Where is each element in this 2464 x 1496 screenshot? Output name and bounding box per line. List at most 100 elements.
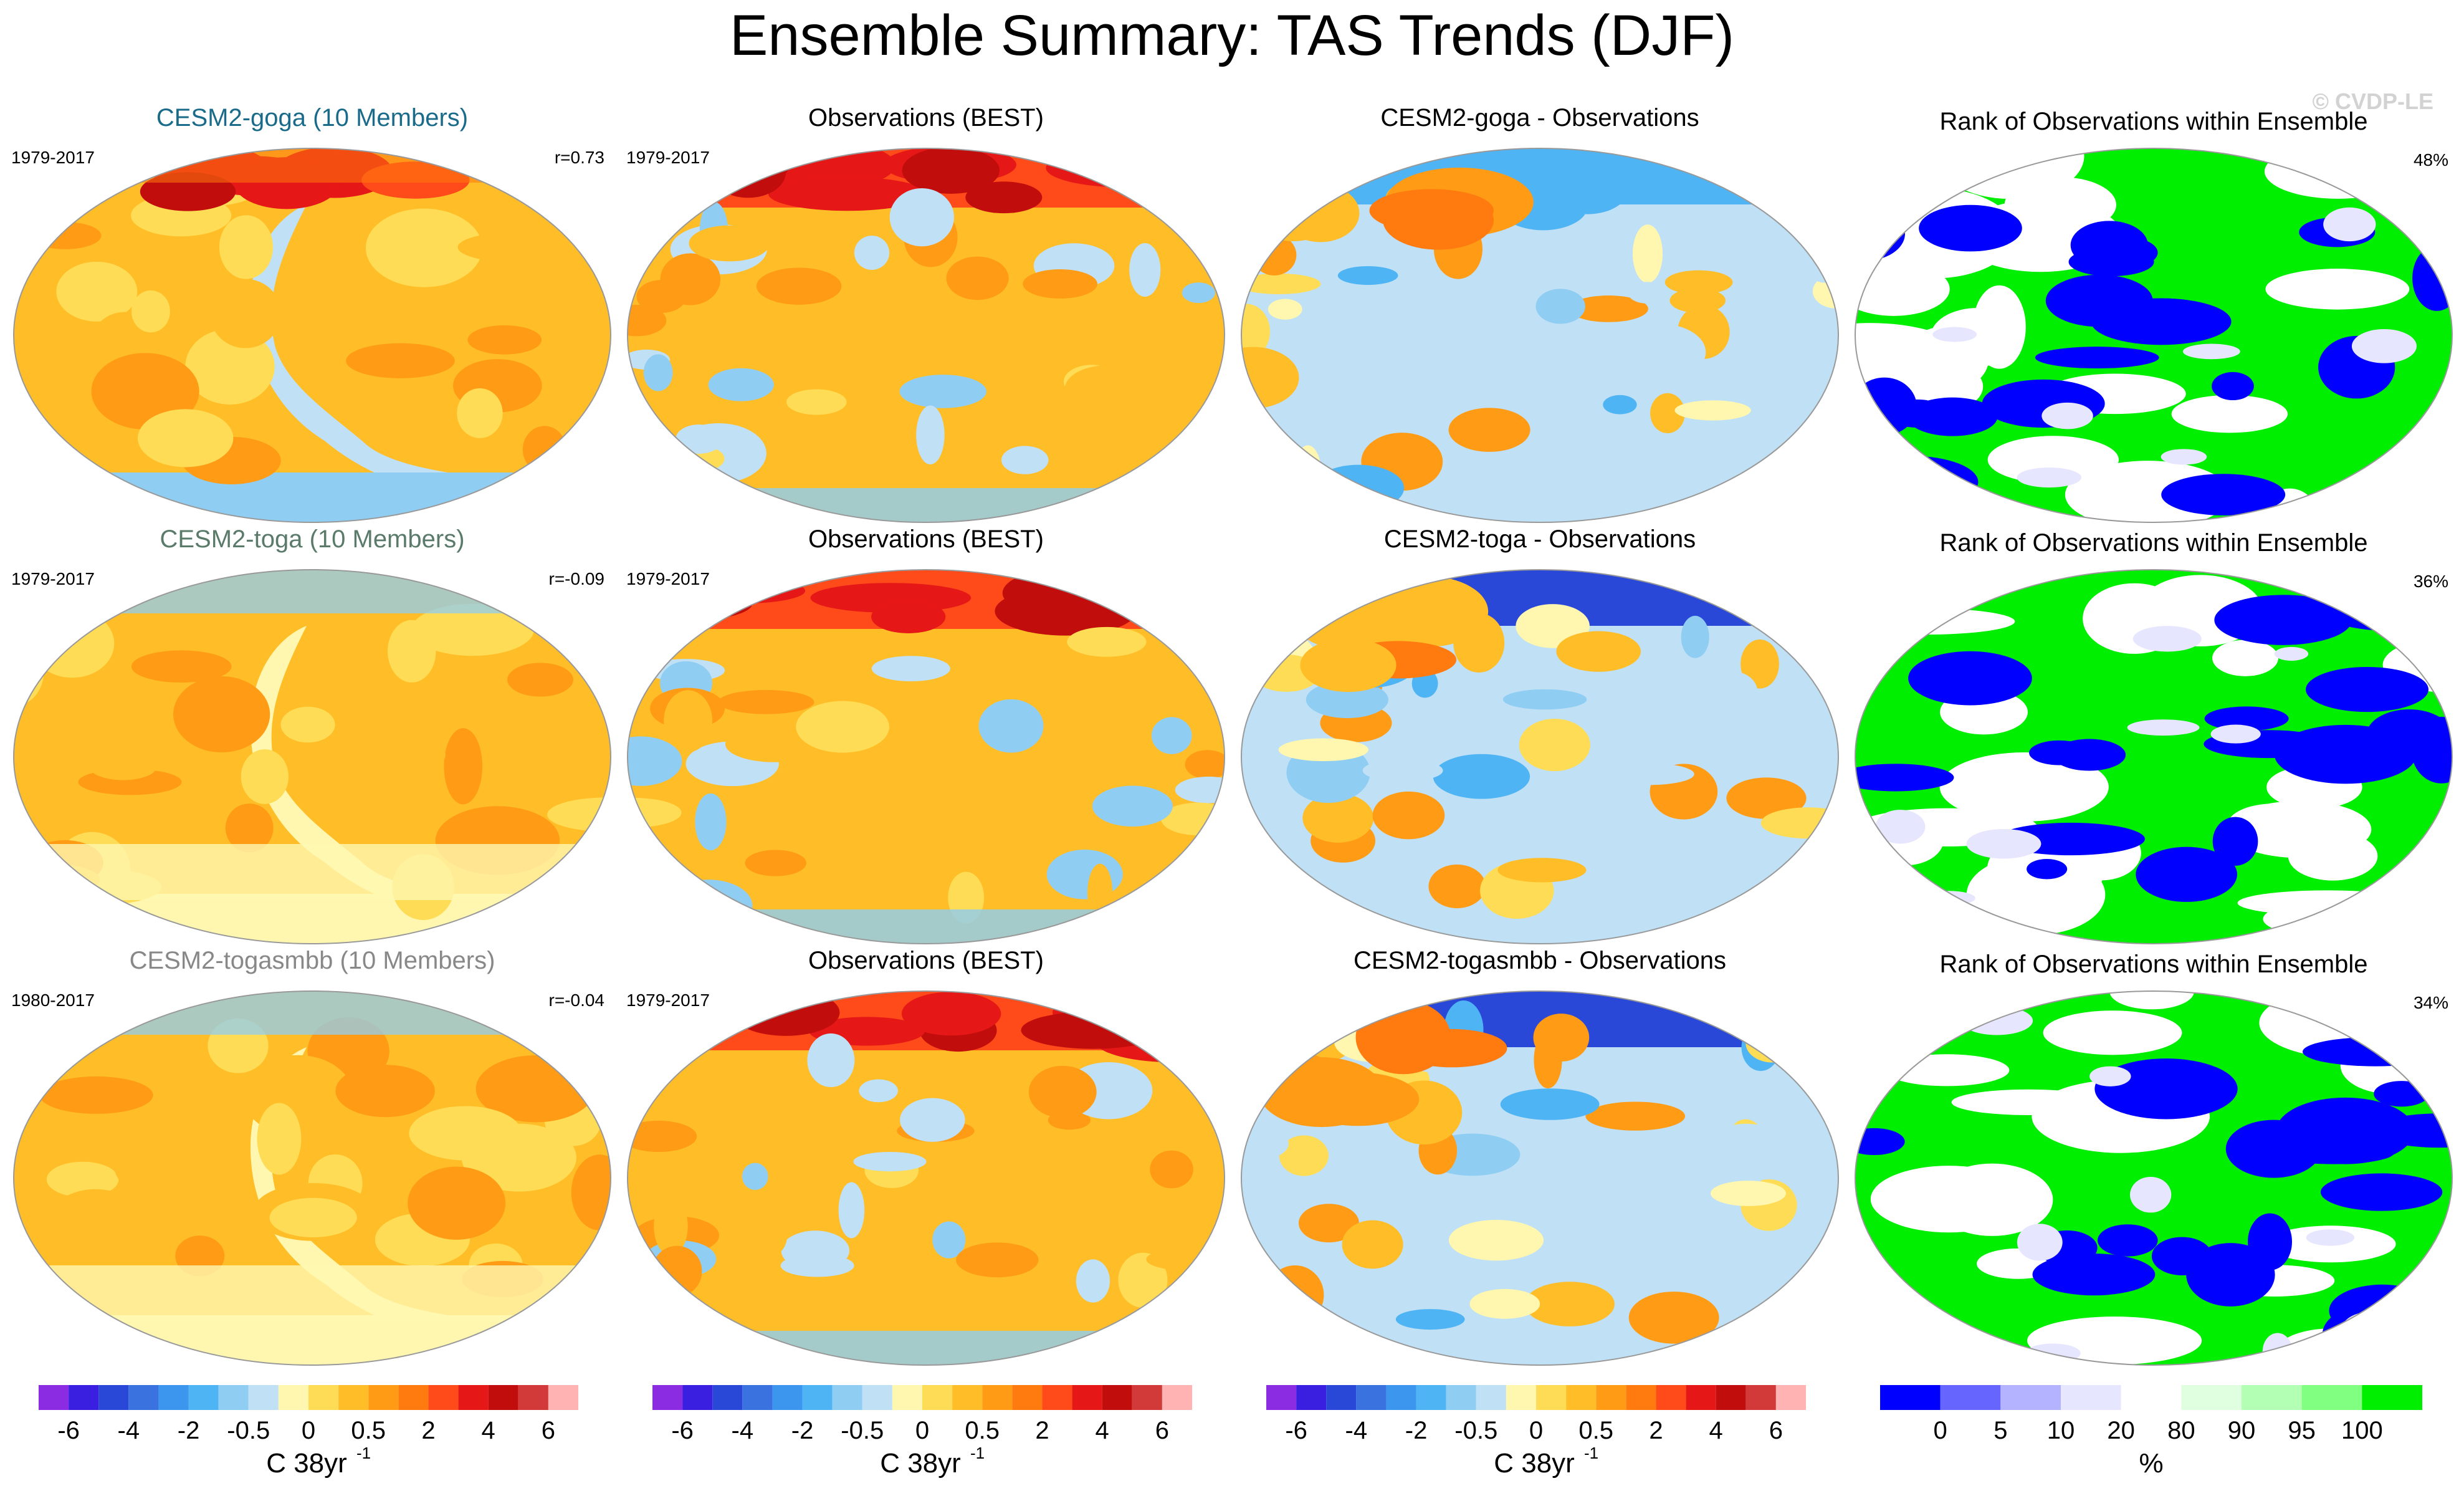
obs-patch	[664, 690, 713, 752]
colorbar-tick: -4	[1345, 1417, 1368, 1444]
rank-lavender-patch	[2182, 343, 2240, 360]
colorbar-box	[832, 1385, 862, 1410]
map-outline	[13, 990, 611, 1366]
warm-patch	[46, 1161, 119, 1197]
diff-patch	[1247, 599, 1275, 625]
colorbar-tick: 4	[1709, 1417, 1723, 1444]
diff-patch	[1585, 1101, 1686, 1131]
obs-patch	[628, 1120, 697, 1153]
colorbar-3: -6 -4 -2 -0.5 0 0.5 2 4 6 C 38yr -1	[1266, 1385, 1806, 1479]
diff-patch	[1362, 759, 1443, 782]
warm-patch	[64, 429, 105, 509]
rank-white-patch	[2212, 640, 2279, 676]
diff-patch	[1534, 1031, 1562, 1089]
eurasia-warm-patch	[1383, 191, 1494, 250]
warm-patch	[313, 259, 355, 337]
diff-patch	[1372, 791, 1445, 840]
obs-patch	[871, 656, 950, 682]
rank-white-patch	[1931, 1163, 2053, 1236]
diff-patch	[1669, 288, 1726, 313]
colorbar-tick: 0	[915, 1417, 929, 1444]
diff-patch	[1807, 750, 1836, 810]
colorbar-box	[458, 1385, 489, 1410]
map-outline	[1241, 990, 1839, 1366]
panel-title-rank: Rank of Observations within Ensemble	[1940, 108, 2368, 135]
rank-blue-patch	[2320, 1173, 2443, 1211]
diff-patch	[1266, 1265, 1324, 1325]
colorbar-box	[982, 1385, 1013, 1410]
obs-patch	[654, 1197, 688, 1256]
rank-blue-patch	[2411, 716, 2452, 784]
map-outline	[1855, 990, 2453, 1366]
period-label: 1979-2017	[11, 569, 95, 588]
diff-patch	[1253, 217, 1289, 241]
colorbar-2: -6 -4 -2 -0.5 0 0.5 2 4 6 C 38yr -1	[652, 1385, 1192, 1479]
colorbar-tick: 80	[2167, 1417, 2195, 1444]
panel-title-diff: CESM2-togasmbb - Observations	[1354, 947, 1726, 974]
diff-patch	[1615, 324, 1706, 381]
main-title: Ensemble Summary: TAS Trends (DJF)	[730, 4, 1734, 67]
colorbar-tick: 0.5	[965, 1417, 1000, 1444]
colorbar-box	[548, 1385, 578, 1410]
rank-blue-patch	[2382, 872, 2452, 913]
colorbar-box	[772, 1385, 803, 1410]
map-diff-row1	[1241, 148, 1838, 522]
obs-patch	[932, 1221, 966, 1259]
rank-blue-patch	[1855, 621, 1909, 659]
diff-patch	[1535, 289, 1585, 324]
rank-white-patch	[1939, 752, 2109, 822]
obs-patch	[643, 354, 673, 391]
colorbar-tick: -2	[791, 1417, 814, 1444]
colorbar-box	[1566, 1385, 1597, 1410]
warm-patch	[209, 279, 282, 348]
rank-blue-patch	[2214, 595, 2352, 645]
period-label: 1979-2017	[11, 148, 95, 167]
diff-patch	[1604, 763, 1694, 785]
rank-lavender-patch	[2089, 1066, 2131, 1086]
diff-patch	[1674, 400, 1751, 421]
correlation-label: r=-0.09	[549, 569, 605, 588]
obs-patch	[742, 1163, 768, 1190]
colorbar-tick: -0.5	[227, 1417, 270, 1444]
diff-patch	[1642, 449, 1714, 499]
warm-patch	[56, 261, 138, 322]
obs-patch	[1037, 418, 1071, 455]
arctic-hot-patch	[710, 148, 786, 198]
colorbar-box	[308, 1385, 339, 1410]
obs-patch	[780, 1254, 854, 1277]
colorbar-box	[69, 1385, 99, 1410]
colorbar-tick: 20	[2107, 1417, 2135, 1444]
obs-patch	[852, 760, 883, 810]
obs-patch	[756, 267, 842, 305]
warm-patch	[241, 749, 289, 804]
warm-patch	[138, 409, 234, 467]
diff-patch	[1710, 1181, 1786, 1206]
rank-lavender-patch	[2306, 1229, 2355, 1246]
map-outline	[627, 148, 1225, 523]
diff-patch	[1469, 1288, 1540, 1319]
obs-patch	[1001, 446, 1049, 474]
warm-patch	[219, 215, 274, 279]
diff-patch	[1681, 615, 1709, 658]
arctic-hot-patch	[709, 148, 791, 188]
diff-patch	[1767, 466, 1838, 511]
colorbar-tick: 0	[1529, 1417, 1543, 1444]
diff-patch	[1628, 282, 1666, 304]
colorbar-box	[188, 1385, 219, 1410]
rank-lavender-patch	[2132, 626, 2202, 652]
eurasia-warm-patch	[1300, 638, 1397, 693]
colorbar-tick: -6	[1285, 1417, 1307, 1444]
map-model-row1	[14, 148, 611, 522]
warm-patch	[114, 1138, 211, 1196]
colorbar-tick: 0.5	[1578, 1417, 1613, 1444]
diff-patch	[1448, 408, 1530, 452]
obs-patch	[1092, 785, 1173, 827]
diff-patch	[1268, 299, 1302, 320]
colorbar-box	[368, 1385, 399, 1410]
diff-patch	[1726, 777, 1807, 819]
rank-white-patch	[2171, 395, 2288, 433]
rank-lavender-patch	[1932, 327, 1977, 342]
rank-blue-patch	[2204, 706, 2289, 731]
colorbar-box	[1296, 1385, 1327, 1410]
